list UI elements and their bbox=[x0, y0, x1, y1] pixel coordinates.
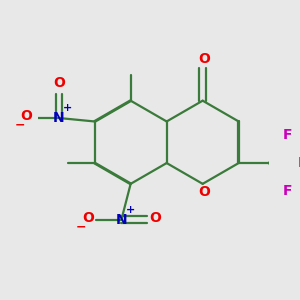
Text: O: O bbox=[53, 76, 65, 90]
Text: O: O bbox=[198, 52, 210, 65]
Text: −: − bbox=[14, 119, 25, 132]
Text: +: + bbox=[126, 205, 135, 215]
Text: F: F bbox=[282, 128, 292, 142]
Text: +: + bbox=[63, 103, 72, 113]
Text: F: F bbox=[282, 184, 292, 198]
Text: O: O bbox=[198, 185, 210, 199]
Text: N: N bbox=[116, 213, 127, 226]
Text: −: − bbox=[76, 220, 86, 233]
Text: O: O bbox=[149, 211, 161, 225]
Text: F: F bbox=[298, 156, 300, 170]
Text: O: O bbox=[21, 109, 32, 123]
Text: O: O bbox=[82, 211, 94, 225]
Text: N: N bbox=[53, 111, 64, 125]
